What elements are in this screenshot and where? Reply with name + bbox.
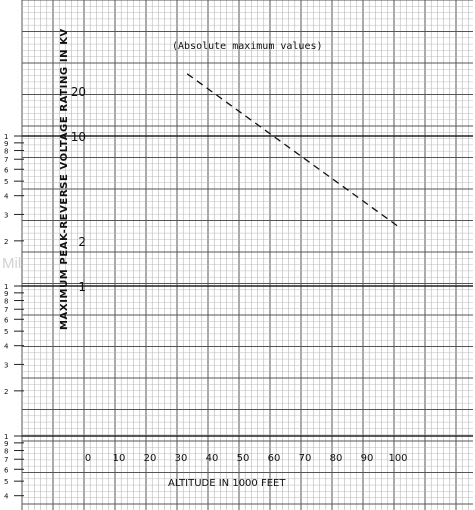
left-scale-digit: 7 <box>4 156 8 164</box>
y-tick-label: 20 <box>71 85 86 99</box>
left-scale-digit: 4 <box>4 343 9 351</box>
left-scale-digit: 1 <box>4 433 8 441</box>
left-scale-digit: 7 <box>4 456 8 464</box>
y-tick-label: 10 <box>71 130 86 144</box>
x-tick-label: 0 <box>85 453 91 464</box>
x-tick-label: 100 <box>388 453 407 464</box>
left-scale-digit: 2 <box>4 388 8 396</box>
left-scale-digit: 6 <box>4 166 9 174</box>
left-scale-digit: 8 <box>4 448 8 456</box>
x-tick-labels: 0 10 20 30 40 50 60 70 80 90 100 <box>85 453 408 464</box>
left-scale-digit: 2 <box>4 238 8 246</box>
y-tick-labels: 20 10 2 1 <box>71 85 86 294</box>
left-scale-digit: 4 <box>4 493 9 501</box>
x-tick-label: 10 <box>113 453 126 464</box>
x-tick-label: 80 <box>330 453 343 464</box>
x-tick-label: 90 <box>361 453 374 464</box>
left-scale-digit: 5 <box>4 328 8 336</box>
y-axis-label: MAXIMUM PEAK-REVERSE VOLTAGE RATING IN K… <box>59 28 70 330</box>
left-scale-digit: 3 <box>4 361 8 369</box>
y-tick-label: 1 <box>78 280 86 294</box>
left-scale-digit: 9 <box>4 140 8 148</box>
x-tick-label: 70 <box>299 453 312 464</box>
left-scale-digit: 4 <box>4 193 9 201</box>
x-tick-label: 30 <box>175 453 188 464</box>
chart-annotation: (Absolute maximum values) <box>172 41 323 52</box>
left-scale-digit: 8 <box>4 148 8 156</box>
series-line <box>186 73 399 227</box>
left-scale-digit: 3 <box>4 211 8 219</box>
x-tick-label: 40 <box>206 453 219 464</box>
x-tick-label: 50 <box>237 453 250 464</box>
chart-series <box>186 73 399 227</box>
left-scale-digit: 6 <box>4 466 9 474</box>
y-tick-label: 2 <box>78 235 86 249</box>
x-tick-label: 60 <box>268 453 281 464</box>
left-scale-digit: 6 <box>4 316 9 324</box>
left-scale-digit: 5 <box>4 178 8 186</box>
left-scale-digit: 1 <box>4 133 8 141</box>
chart-grid <box>21 0 473 510</box>
left-scale-digit: 1 <box>4 283 8 291</box>
left-scale-digit: 7 <box>4 306 8 314</box>
x-axis-label: ALTITUDE IN 1000 FEET <box>168 478 286 489</box>
left-scale-digit: 9 <box>4 290 8 298</box>
watermark: Mil <box>2 255 21 272</box>
left-scale-digit: 8 <box>4 298 8 306</box>
left-scale-digit: 5 <box>4 478 8 486</box>
left-scale-digit: 9 <box>4 440 8 448</box>
x-tick-label: 20 <box>144 453 157 464</box>
